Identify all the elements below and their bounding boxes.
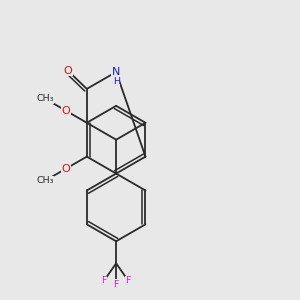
Text: O: O [61, 164, 70, 174]
Text: CH₃: CH₃ [36, 94, 54, 103]
Text: N: N [112, 67, 120, 77]
Text: H: H [112, 77, 120, 86]
Text: O: O [61, 106, 70, 116]
Text: F: F [113, 280, 119, 289]
Text: F: F [126, 276, 131, 285]
Text: F: F [101, 276, 107, 285]
Text: O: O [63, 65, 72, 76]
Text: CH₃: CH₃ [36, 176, 54, 185]
